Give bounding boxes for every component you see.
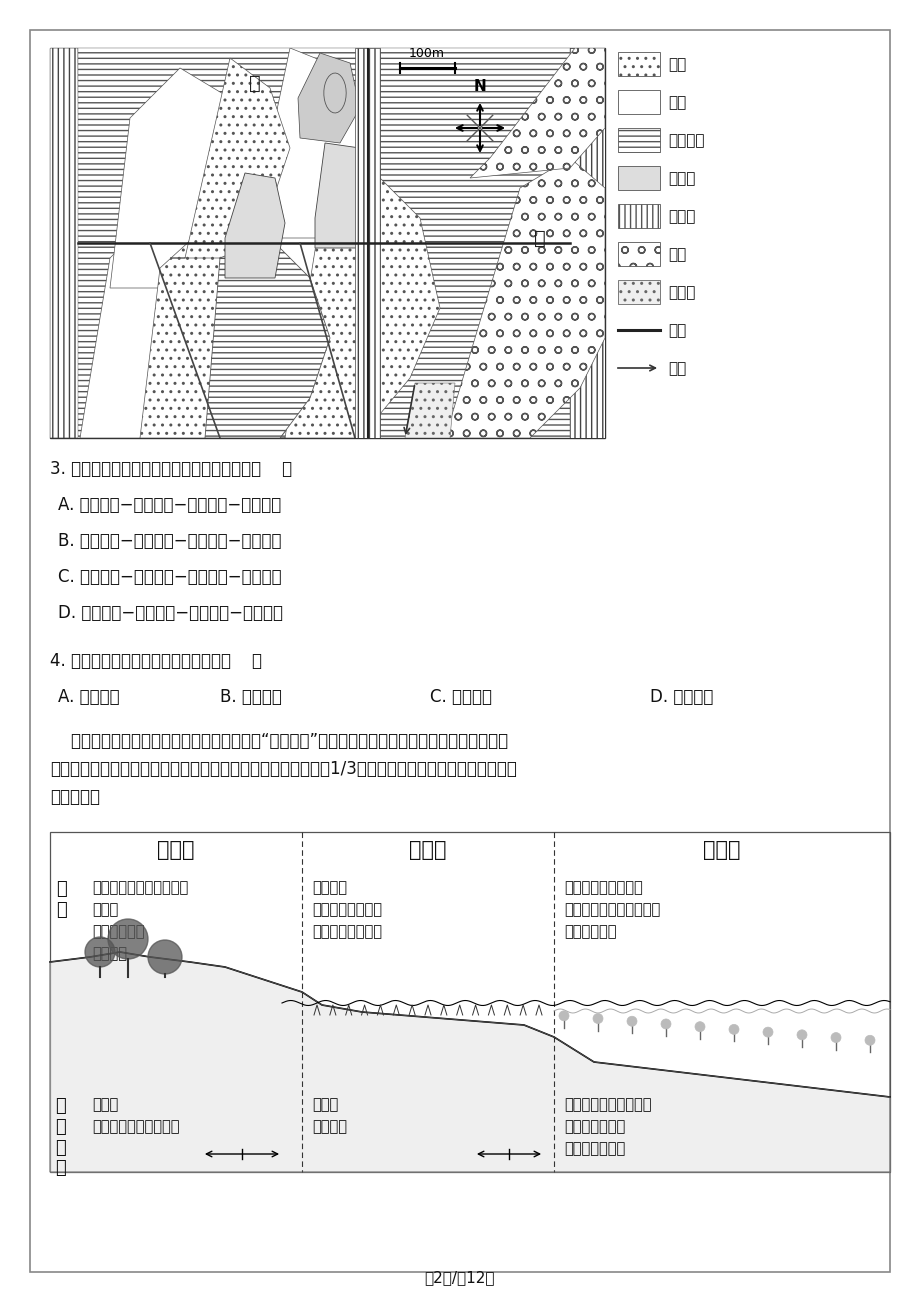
Text: A. 岩性差异: A. 岩性差异: [58, 687, 119, 706]
Polygon shape: [355, 48, 380, 437]
Text: 100m: 100m: [409, 47, 445, 60]
Text: N: N: [473, 79, 486, 94]
Text: 洋: 洋: [534, 228, 545, 247]
Text: 下面小题。: 下面小题。: [50, 788, 100, 806]
Text: 栖息地: 栖息地: [92, 902, 119, 917]
Text: 砂质页岩: 砂质页岩: [667, 133, 704, 148]
Circle shape: [728, 1025, 738, 1034]
Text: 海草床即大面积分布的连片海草，是珍贵的“海底森林”，与红树林、珊瑚礦并称为三大典型海洋生: 海草床即大面积分布的连片海草，是珍贵的“海底森林”，与红树林、珊瑚礦并称为三大典…: [50, 732, 507, 750]
Circle shape: [864, 1035, 874, 1046]
Text: D. 褂皱隆起: D. 褂皱隆起: [650, 687, 712, 706]
Text: A. 褂皱变动−断层构造−岩浆侵入−火山噴发: A. 褂皱变动−断层构造−岩浆侵入−火山噴发: [58, 496, 281, 514]
Text: 珊瑚礦: 珊瑚礦: [702, 840, 740, 861]
Text: 碳、氮: 碳、氮: [312, 1098, 338, 1112]
Polygon shape: [50, 952, 889, 1172]
Text: 玄武岩: 玄武岩: [667, 210, 695, 224]
Polygon shape: [78, 48, 570, 437]
Text: 河流: 河流: [667, 361, 686, 376]
Text: 有机质: 有机质: [92, 1098, 119, 1112]
Circle shape: [762, 1027, 772, 1038]
Text: 生物多样性和经济价值高: 生物多样性和经济价值高: [563, 902, 660, 917]
Text: 成熟鱼类: 成熟鱼类: [312, 1118, 346, 1134]
Circle shape: [559, 1010, 568, 1021]
Text: 海岸沙源和焦平: 海岸沙源和焦平: [563, 1141, 625, 1156]
Bar: [618, 52, 659, 76]
Circle shape: [796, 1030, 806, 1040]
Text: 成熟鱼类和甲壳类生物: 成熟鱼类和甲壳类生物: [92, 1118, 179, 1134]
Polygon shape: [470, 48, 605, 178]
Polygon shape: [240, 48, 380, 238]
Text: B. 断层发育: B. 断层发育: [220, 687, 281, 706]
Text: 第2页/全12页: 第2页/全12页: [425, 1269, 494, 1285]
Polygon shape: [570, 48, 605, 437]
Text: 红树林: 红树林: [157, 840, 195, 861]
Circle shape: [627, 1017, 636, 1026]
Circle shape: [660, 1019, 670, 1029]
Text: 海: 海: [249, 73, 261, 92]
Text: 重要的饥料供给地: 重要的饥料供给地: [312, 924, 381, 939]
Polygon shape: [404, 383, 455, 437]
Polygon shape: [205, 187, 349, 437]
Text: 沉降泥沙: 沉降泥沙: [312, 880, 346, 894]
Polygon shape: [80, 217, 210, 437]
Text: 海草床: 海草床: [409, 840, 447, 861]
Text: 鱼类和无脊椎动物幼体: 鱼类和无脊椎动物幼体: [563, 1098, 651, 1112]
Text: 侵入岩: 侵入岩: [667, 171, 695, 186]
Text: 职
能: 职 能: [56, 880, 67, 919]
Polygon shape: [314, 143, 369, 247]
Text: 3. 该区域地质事件形成的先后顺序正确的是（    ）: 3. 该区域地质事件形成的先后顺序正确的是（ ）: [50, 460, 292, 478]
Text: 营养供给和产卵地: 营养供给和产卵地: [312, 902, 381, 917]
Text: 断层: 断层: [667, 323, 686, 339]
Text: 防风抗浪，防止海岸侵蚀: 防风抗浪，防止海岸侵蚀: [92, 880, 188, 894]
Polygon shape: [279, 168, 439, 437]
Text: 态系统（如下图所示）。受自然环境变迁和人类活动影响，全獂1/3以上的海草床已完全退化。据此完成: 态系统（如下图所示）。受自然环境变迁和人类活动影响，全獂1/3以上的海草床已完全…: [50, 760, 516, 779]
Text: 砾岩: 砾岩: [667, 247, 686, 262]
Polygon shape: [140, 217, 279, 437]
Text: 减缓潮流和波浪: 减缓潮流和波浪: [563, 1118, 625, 1134]
Polygon shape: [110, 68, 250, 288]
Bar: [50, 48, 605, 437]
Text: 4. 影响该区域河流发育的主要因素是（    ）: 4. 影响该区域河流发育的主要因素是（ ）: [50, 652, 262, 671]
Circle shape: [694, 1022, 704, 1031]
Bar: [618, 90, 659, 115]
Circle shape: [593, 1013, 602, 1023]
Polygon shape: [439, 158, 605, 437]
Text: C. 火山噴发: C. 火山噴发: [429, 687, 492, 706]
Text: 输
出
物
质: 输 出 物 质: [55, 1098, 65, 1177]
Circle shape: [85, 937, 115, 967]
Text: C. 岩浆侵入−断层构造−褂皱变动−火山噴发: C. 岩浆侵入−断层构造−褂皱变动−火山噴发: [58, 568, 281, 586]
Circle shape: [148, 940, 182, 974]
Bar: [50, 832, 889, 1172]
Polygon shape: [50, 48, 80, 437]
Text: 冲积物: 冲积物: [667, 285, 695, 299]
Bar: [618, 242, 659, 266]
Polygon shape: [225, 173, 285, 279]
Text: D. 火山噴发−断层构造−褂皱变动−岩浆侵入: D. 火山噴发−断层构造−褂皱变动−岩浆侵入: [58, 604, 283, 622]
Polygon shape: [170, 59, 289, 258]
Text: 营养物质丰富: 营养物质丰富: [92, 924, 144, 939]
Text: 消弱波浪，保护岸线: 消弱波浪，保护岸线: [563, 880, 642, 894]
Text: 页岩: 页岩: [667, 95, 686, 109]
Polygon shape: [205, 238, 330, 437]
Bar: [618, 128, 659, 152]
Polygon shape: [298, 53, 359, 143]
Text: B. 断层构造−褂皱变动−岩浆侵入−火山噴发: B. 断层构造−褂皱变动−岩浆侵入−火山噴发: [58, 533, 281, 549]
Polygon shape: [323, 73, 346, 113]
Bar: [618, 280, 659, 303]
Text: 砂岩: 砂岩: [667, 57, 686, 72]
Text: 初级生产力高: 初级生产力高: [563, 924, 616, 939]
Text: 净化水源: 净化水源: [92, 947, 127, 961]
Circle shape: [108, 919, 148, 960]
Bar: [618, 204, 659, 228]
Circle shape: [830, 1032, 840, 1043]
Bar: [618, 165, 659, 190]
